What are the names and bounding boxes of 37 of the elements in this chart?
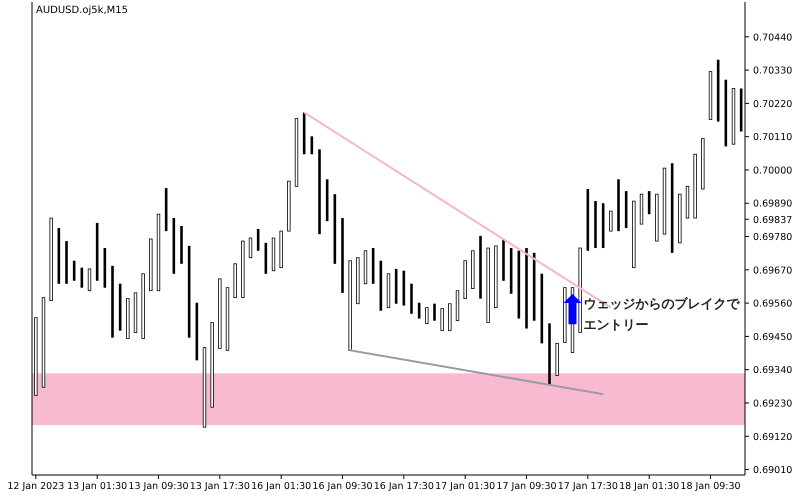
x-tick-label: 13 Jan 01:30 — [67, 481, 128, 492]
y-tick-label: 0.69230 — [753, 398, 792, 410]
annotation: ウェッジからのブレイクでエントリー — [584, 296, 740, 334]
candlestick — [648, 190, 650, 215]
y-tick-label: 0.69010 — [753, 465, 792, 476]
y-tick-label: 0.70440 — [753, 32, 792, 44]
x-tick-label: 17 Jan 01:30 — [435, 481, 496, 492]
y-tick-label: 0.69670 — [753, 265, 792, 276]
x-tick-label: 16 Jan 17:30 — [374, 481, 434, 492]
x-tick-label: 12 Jan 2023 — [7, 481, 64, 492]
x-tick-label: 16 Jan 09:30 — [312, 481, 373, 492]
x-tick-label: 13 Jan 17:30 — [190, 481, 250, 492]
y-tick-label: 0.69560 — [753, 298, 792, 310]
chart-title: AUDUSD.oj5k,M15 — [36, 5, 128, 16]
y-tick-label: 0.69450 — [753, 332, 792, 343]
y-tick-label: 0.70110 — [753, 132, 792, 144]
y-tick-label: 0.70000 — [753, 165, 792, 176]
y-tick-label: 0.70220 — [753, 98, 792, 110]
x-tick-label: 17 Jan 09:30 — [496, 481, 557, 492]
candlestick — [609, 210, 613, 232]
y-tick-label: 0.69837 — [753, 214, 792, 226]
y-tick-label: 0.69780 — [753, 232, 792, 244]
candlestick — [256, 228, 260, 252]
x-tick-label: 18 Jan 01:30 — [619, 481, 680, 492]
candlestick — [248, 238, 252, 258]
candlestick — [440, 308, 444, 332]
x-tick-label: 17 Jan 17:30 — [558, 481, 618, 492]
y-tick-label: 0.69120 — [753, 432, 792, 443]
y-tick-label: 0.69890 — [753, 198, 792, 210]
y-tick-label: 0.69340 — [753, 365, 792, 376]
x-tick-label: 16 Jan 01:30 — [251, 481, 312, 492]
x-tick-label: 13 Jan 09:30 — [128, 481, 189, 492]
x-tick-label: 18 Jan 09:30 — [680, 481, 741, 492]
y-tick-label: 0.70330 — [753, 66, 792, 77]
candlestick — [80, 267, 84, 288]
candlestick — [425, 307, 429, 324]
candlestick — [72, 260, 76, 282]
